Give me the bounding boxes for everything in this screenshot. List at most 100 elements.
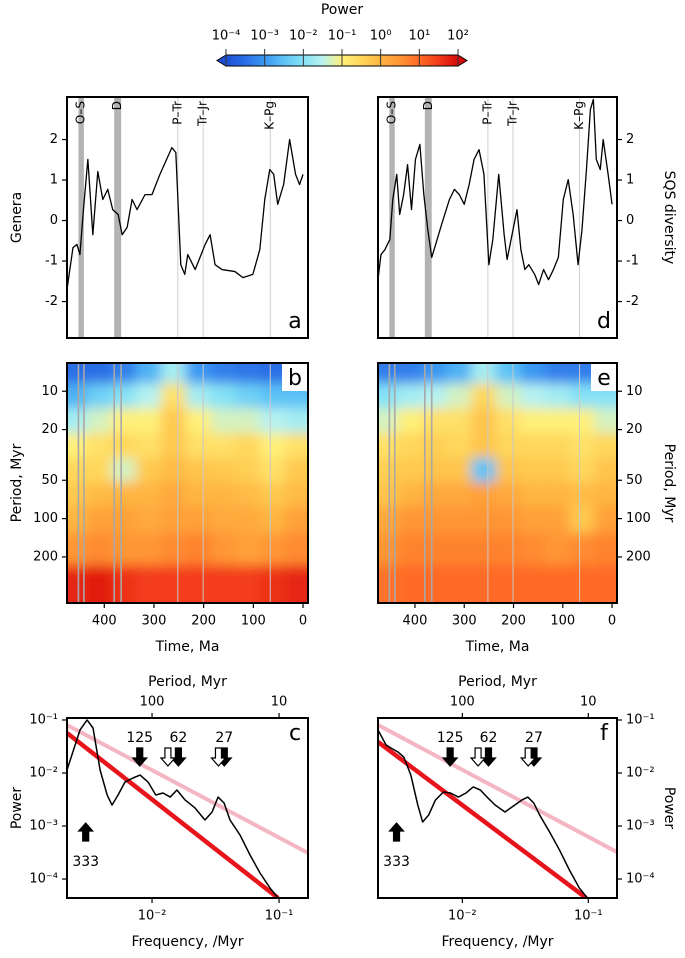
heatmap-cell: [397, 432, 423, 459]
data-line: [378, 740, 588, 898]
panel-label: c: [289, 721, 301, 746]
event-label: D: [421, 101, 435, 110]
heatmap-cell: [569, 432, 596, 459]
heatmap-cell: [160, 383, 187, 410]
y-tick-label: -1: [45, 254, 58, 269]
event-label: O–S: [74, 101, 88, 124]
x-tick-label: 400: [403, 614, 428, 629]
heatmap-cell: [185, 482, 212, 508]
y-tick-label: 1: [50, 173, 58, 188]
heatmap-cell: [136, 408, 162, 434]
y-tick-label: 10⁻¹: [29, 712, 58, 727]
heatmap-cell: [446, 457, 473, 484]
peak-label: 125: [437, 730, 464, 746]
y-tick-label: 20: [41, 422, 58, 437]
heatmap-cell: [260, 482, 287, 508]
heatmap-cell: [495, 457, 522, 484]
heatmap-cell: [285, 457, 308, 484]
heatmap-cell: [545, 506, 571, 534]
heatmap-cell: [160, 482, 187, 508]
plot-frame: [377, 96, 618, 339]
heatmap-cell: [111, 383, 138, 410]
heatmap-cell: [397, 482, 423, 508]
y-tick-label: 2: [50, 132, 58, 147]
heatmap-cell: [545, 564, 571, 603]
plot-frame: [377, 362, 618, 604]
y-tick-label: 10⁻²: [29, 766, 58, 781]
x-tick-label: 10⁻²: [138, 909, 167, 924]
heatmap-cell: [471, 408, 497, 434]
heatmap-cell: [446, 564, 473, 603]
colorbar-tick-label: 10²: [447, 29, 469, 44]
heatmap-cell: [378, 482, 399, 508]
y-tick-label: 1: [626, 173, 634, 188]
heatmap-cell: [210, 482, 237, 508]
peak-label: 333: [383, 854, 410, 870]
heatmap-cell: [235, 408, 262, 434]
heatmap-cell: [378, 457, 399, 484]
heatmap-cell: [569, 457, 596, 484]
data-line: [67, 723, 308, 855]
peak-label: 27: [215, 730, 233, 746]
heatmap-cell: [594, 482, 617, 508]
x-tick-label: 400: [92, 614, 117, 629]
plot-frame: [66, 717, 309, 899]
data-line: [378, 723, 617, 854]
heatmap-cell: [210, 363, 237, 385]
y-tick-label: 10⁻³: [626, 819, 655, 834]
heatmap-cell: [67, 432, 88, 459]
heatmap-cell: [185, 432, 212, 459]
heatmap-cell: [111, 363, 138, 385]
heatmap-cell: [421, 506, 448, 534]
heatmap-cell: [285, 506, 308, 534]
heatmap-cell: [235, 482, 262, 508]
y-tick-label: 200: [33, 549, 58, 564]
x2-tick-label: 100: [450, 695, 475, 710]
heatmap-cell: [111, 532, 138, 566]
data-line: [67, 138, 304, 290]
heatmap-cell: [160, 532, 187, 566]
event-band: [78, 97, 84, 338]
colorbar-low-end: [216, 54, 227, 67]
heatmap-cell: [136, 564, 162, 603]
heatmap-cell: [111, 564, 138, 603]
colorbar-title: Power: [321, 2, 364, 18]
colorbar-tick-label: 10⁻³: [250, 29, 279, 44]
y-tick-label: 200: [626, 549, 651, 564]
heatmap-cell: [397, 408, 423, 434]
heatmap-cell: [569, 506, 596, 534]
x2-axis-label: Period, Myr: [148, 674, 227, 690]
y-axis-label: Power: [661, 787, 677, 830]
heatmap-cell: [136, 432, 162, 459]
peak-label: 125: [126, 730, 153, 746]
event-label: P–Tr: [170, 101, 184, 125]
panel-label-box: [282, 364, 307, 391]
panel-label: d: [597, 309, 611, 334]
heatmap-cell: [86, 482, 113, 508]
peak-arrow: [77, 822, 95, 842]
heatmap-cell: [235, 532, 262, 566]
colorbar-high-end: [457, 54, 468, 67]
heatmap-cell: [111, 506, 138, 534]
heatmap-cell: [378, 506, 399, 534]
event-label: K–Pg: [263, 101, 277, 130]
x-tick-label: 200: [501, 614, 526, 629]
heatmap-cell: [569, 532, 596, 566]
x-tick-label: 200: [191, 614, 216, 629]
data-line: [378, 98, 613, 286]
heatmap-cell: [378, 383, 399, 410]
heatmap-cell: [86, 432, 113, 459]
heatmap-cell: [235, 506, 262, 534]
plot-frame: [377, 717, 618, 899]
heatmap-cell: [520, 432, 547, 459]
heatmap-cell: [160, 457, 187, 484]
heatmap-cell: [160, 408, 187, 434]
x-tick-label: 0: [299, 614, 307, 629]
y-tick-label: 20: [626, 422, 643, 437]
heatmap-cell: [86, 363, 113, 385]
x2-tick-label: 100: [140, 695, 165, 710]
plot-frame: [66, 362, 309, 604]
colorbar-tick-label: 10⁻²: [289, 29, 318, 44]
heatmap-cell: [86, 383, 113, 410]
